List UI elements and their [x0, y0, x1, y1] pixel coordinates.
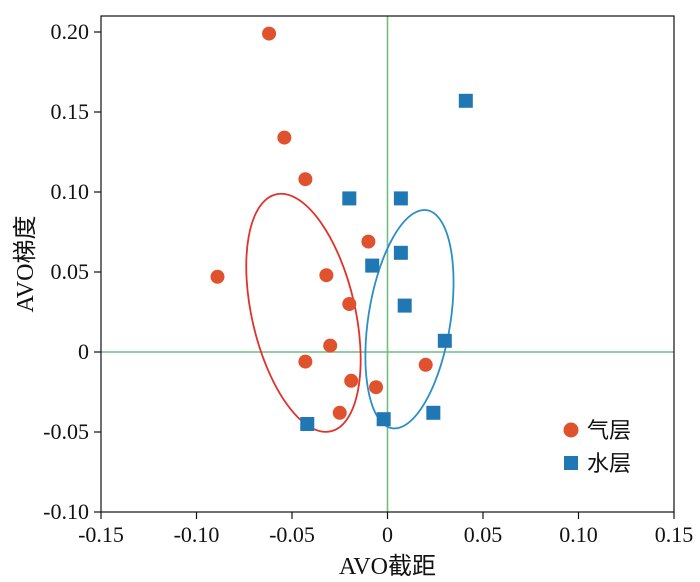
y-tick-label: 0.20	[51, 19, 90, 44]
gas-layer-point	[418, 357, 433, 372]
x-tick-label: -0.10	[174, 522, 220, 547]
legend-water-marker	[564, 456, 578, 470]
y-tick-label: 0.15	[51, 99, 90, 124]
y-tick-label: 0.05	[51, 259, 90, 284]
gas-layer-point	[332, 405, 347, 420]
y-axis-title: AVO梯度	[12, 216, 39, 313]
gas-layer-point	[342, 297, 357, 311]
gas-layer-point	[262, 26, 277, 41]
water-layer-point	[342, 191, 357, 206]
gas-layer-point	[298, 172, 313, 187]
water-layer-point	[393, 245, 408, 260]
legend-label: 气层	[587, 419, 631, 444]
gas-layer-point	[361, 234, 376, 249]
x-tick-label: 0.15	[655, 522, 694, 547]
gas-layer-point	[323, 338, 338, 353]
x-tick-label: 0.10	[559, 522, 598, 547]
water-layer-point	[426, 405, 441, 420]
reference-lines	[101, 16, 674, 512]
gas-layer-point	[344, 373, 359, 388]
water-layer-point	[393, 191, 408, 206]
y-tick-label: 0	[78, 339, 89, 364]
y-tick-label: -0.05	[43, 419, 89, 444]
gas-layer-point	[369, 380, 384, 395]
x-tick-label: 0.05	[464, 522, 503, 547]
gas-layer-point	[298, 354, 313, 369]
gas-layer-point	[319, 268, 334, 283]
water-layer-point	[458, 93, 473, 108]
legend-label: 水层	[587, 452, 631, 477]
gas-layer-point	[210, 269, 225, 284]
x-axis-title: AVO截距	[339, 553, 436, 580]
cluster-ellipse-1	[245, 192, 362, 433]
x-tick-label: -0.05	[269, 522, 315, 547]
y-axis-ticks: -0.10 -0.05 0 0.05 0.10 0.15 0.20	[43, 19, 101, 524]
cluster-ellipse-2	[364, 209, 455, 430]
water-layer-point	[365, 258, 380, 273]
data-points	[210, 26, 473, 431]
x-tick-label: -0.15	[78, 522, 124, 547]
legend-gas-marker	[563, 422, 579, 438]
y-tick-label: 0.10	[51, 179, 90, 204]
water-layer-point	[437, 333, 452, 348]
water-layer-point	[376, 412, 391, 427]
x-tick-label: 0	[382, 522, 393, 547]
gas-layer-point	[277, 130, 292, 145]
water-layer-point	[397, 298, 412, 313]
x-axis-ticks: -0.15 -0.10 -0.05 0 0.05 0.10 0.15	[78, 512, 693, 547]
cluster-ellipses	[245, 192, 455, 433]
water-layer-point	[300, 417, 315, 431]
y-tick-label: -0.10	[43, 499, 89, 524]
